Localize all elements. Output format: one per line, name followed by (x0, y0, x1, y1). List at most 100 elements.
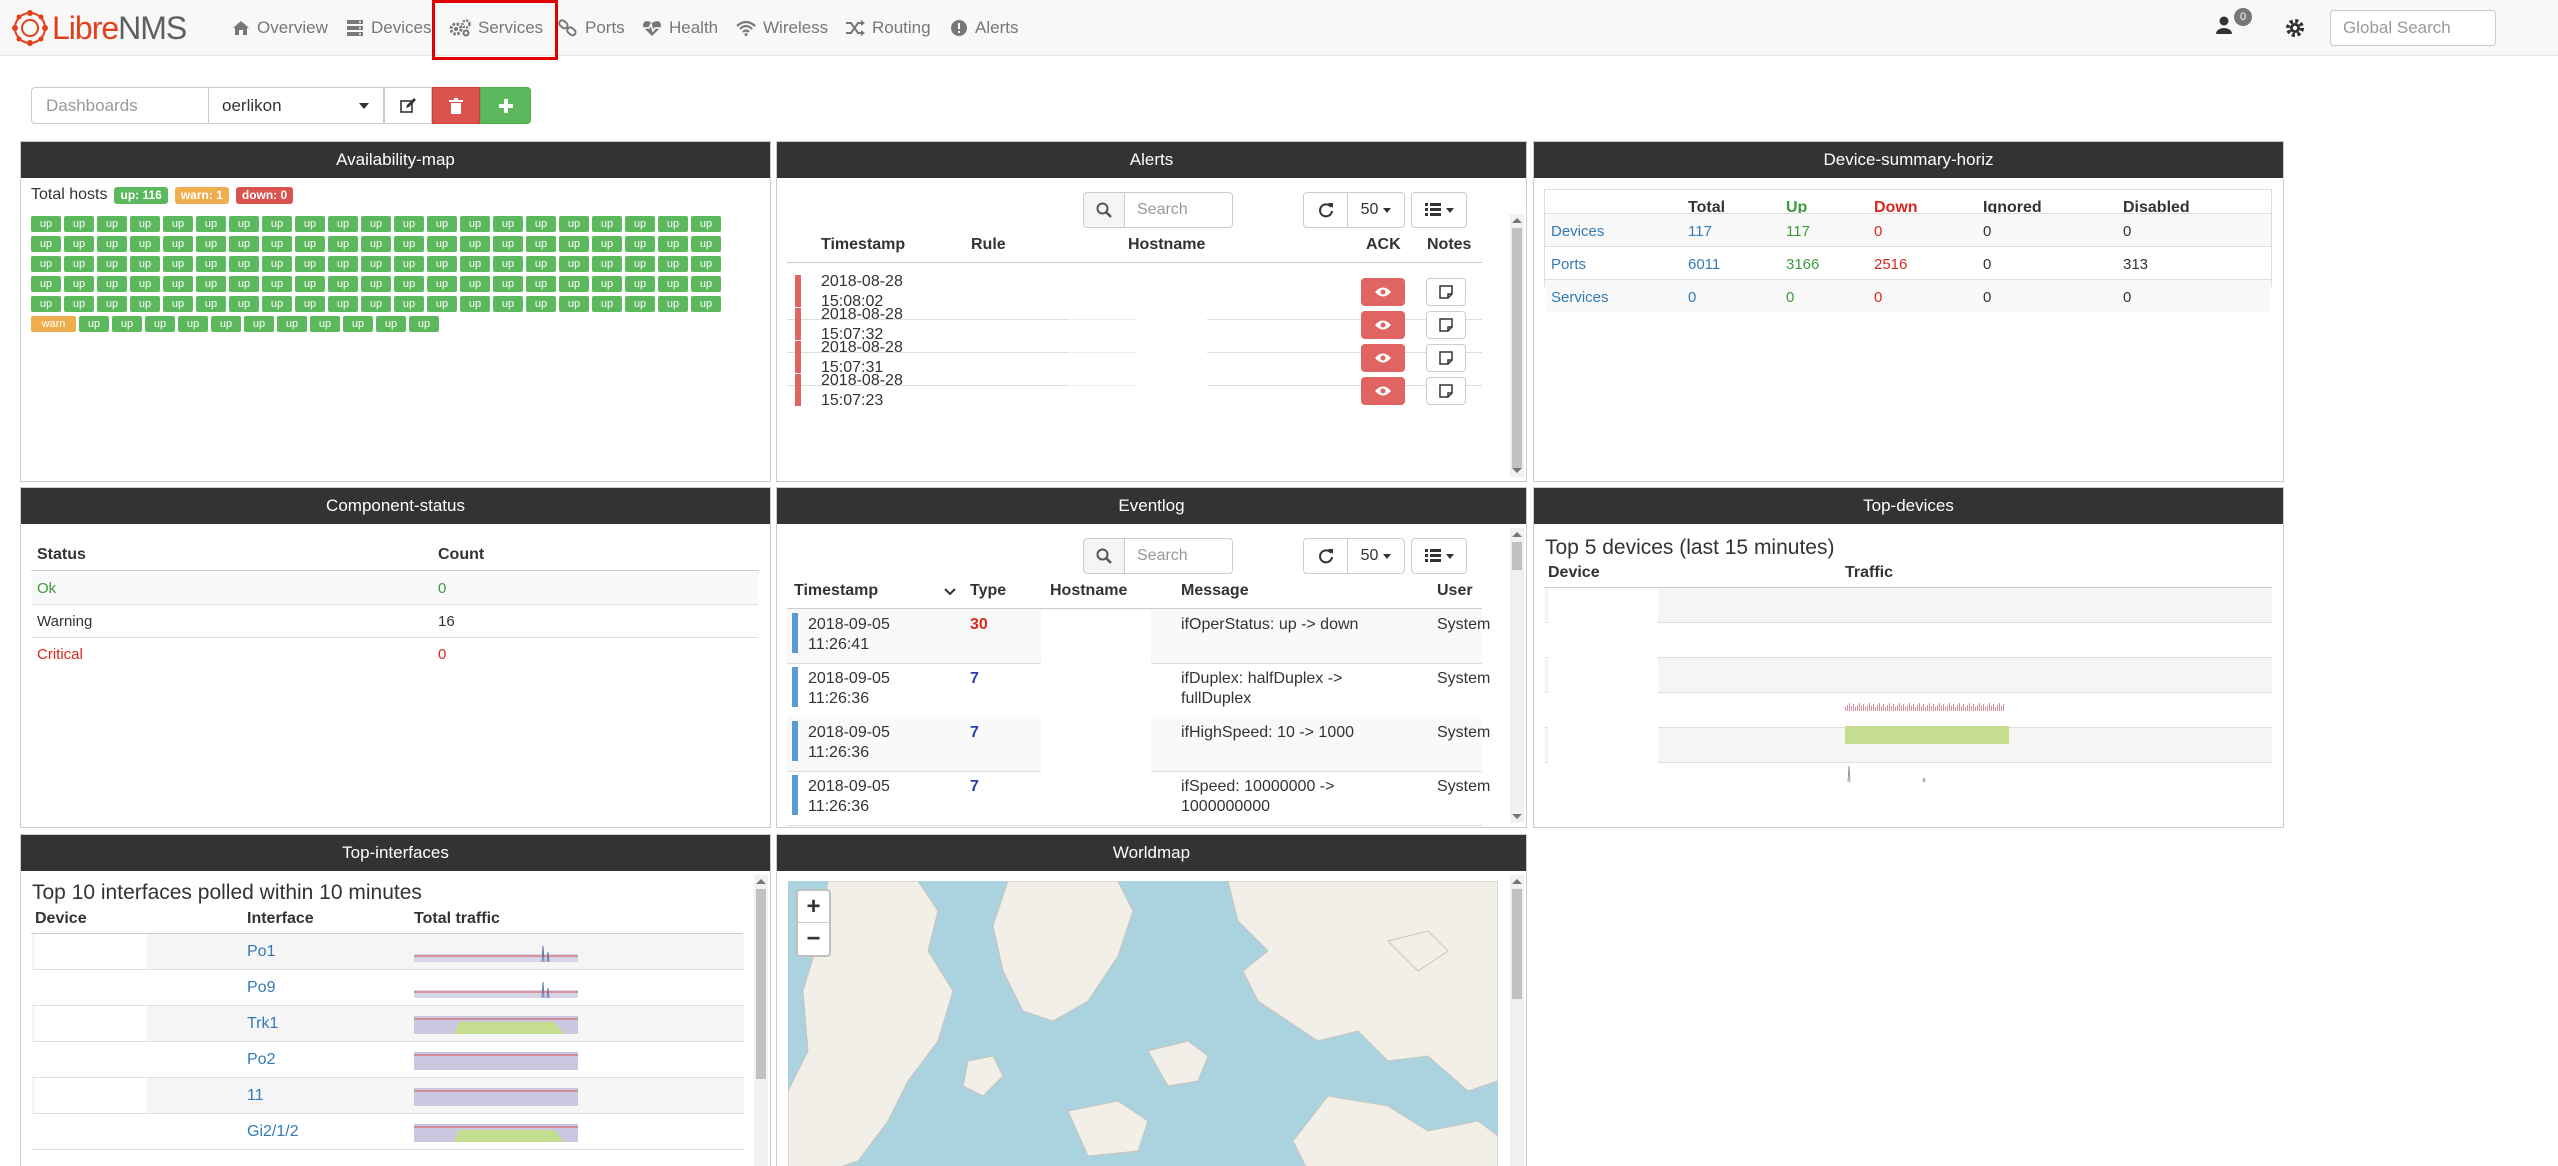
device-tile-up[interactable]: up (460, 296, 490, 312)
device-tile-up[interactable]: up (97, 276, 127, 292)
col-user[interactable]: User (1437, 582, 1473, 599)
widget-title[interactable]: Eventlog (777, 488, 1526, 524)
device-cell[interactable] (35, 1006, 147, 1041)
device-tile-up[interactable]: up (526, 236, 556, 252)
device-cell[interactable] (35, 970, 147, 1005)
device-tile-up[interactable]: up (343, 316, 373, 332)
page-size-select[interactable]: 50 (1347, 192, 1405, 228)
device-tile-up[interactable]: up (229, 256, 259, 272)
col-timestamp[interactable]: Timestamp (821, 236, 906, 253)
device-tile-up[interactable]: up (130, 216, 160, 232)
device-tile-up[interactable]: up (295, 256, 325, 272)
device-tile-up[interactable]: up (262, 236, 292, 252)
event-type[interactable]: 7 (970, 670, 979, 687)
nav-routing[interactable]: Routing (845, 0, 931, 56)
device-tile-up[interactable]: up (526, 216, 556, 232)
interface-traffic-graph[interactable] (414, 1012, 578, 1036)
summary-row-devices[interactable]: Devices (1551, 223, 1605, 240)
device-tile-up[interactable]: up (658, 216, 688, 232)
device-tile-up[interactable]: up (625, 276, 655, 292)
device-tile-up[interactable]: up (394, 276, 424, 292)
interface-link[interactable]: Gi2/1/2 (247, 1123, 299, 1140)
device-tile-up[interactable]: up (460, 276, 490, 292)
device-tile-up[interactable]: up (427, 296, 457, 312)
device-tile-up[interactable]: up (163, 216, 193, 232)
col-type[interactable]: Type (970, 582, 1007, 599)
device-tile-up[interactable]: up (262, 216, 292, 232)
device-tile-up[interactable]: up (211, 316, 241, 332)
interface-link[interactable]: 11 (247, 1087, 264, 1104)
device-tile-up[interactable]: up (163, 296, 193, 312)
device-tile-up[interactable]: up (163, 236, 193, 252)
top-interfaces-scrollbar[interactable] (754, 875, 768, 1166)
worldmap-scrollbar[interactable] (1510, 875, 1524, 1166)
nav-alerts[interactable]: Alerts (950, 0, 1018, 56)
device-tile-up[interactable]: up (592, 276, 622, 292)
global-search-input[interactable] (2330, 10, 2496, 46)
add-dashboard-button[interactable] (480, 87, 531, 124)
device-cell[interactable] (1548, 588, 1658, 623)
device-cell[interactable] (35, 934, 147, 969)
device-tile-up[interactable]: up (361, 256, 391, 272)
refresh-button[interactable] (1303, 538, 1348, 574)
device-tile-up[interactable]: up (328, 296, 358, 312)
interface-link[interactable]: Po1 (247, 943, 276, 960)
device-tile-up[interactable]: up (427, 276, 457, 292)
device-cell[interactable] (1548, 728, 1658, 763)
device-cell[interactable] (1548, 693, 1658, 728)
device-tile-up[interactable]: up (592, 236, 622, 252)
device-tile-up[interactable]: up (559, 216, 589, 232)
device-tile-up[interactable]: up (427, 256, 457, 272)
device-tile-up[interactable]: up (361, 296, 391, 312)
zoom-out-button[interactable]: − (806, 925, 821, 952)
device-cell[interactable] (35, 1114, 147, 1149)
summary-total-value[interactable]: 0 (1688, 289, 1697, 306)
summary-row-ports[interactable]: Ports (1551, 256, 1587, 273)
device-cell[interactable] (35, 1042, 147, 1077)
interface-traffic-graph[interactable] (414, 1120, 578, 1144)
device-tile-up[interactable]: up (262, 296, 292, 312)
edit-dashboard-button[interactable] (384, 87, 432, 124)
device-tile-up[interactable]: up (361, 276, 391, 292)
device-tile-up[interactable]: up (625, 256, 655, 272)
device-tile-up[interactable]: up (295, 276, 325, 292)
alerts-scrollbar[interactable] (1510, 214, 1524, 477)
ack-alert-button[interactable] (1361, 311, 1405, 339)
device-tile-up[interactable]: up (691, 216, 721, 232)
device-tile-up[interactable]: up (559, 296, 589, 312)
device-tile-up[interactable]: up (592, 216, 622, 232)
traffic-graph[interactable] (1845, 687, 2015, 713)
device-cell[interactable] (1548, 623, 1658, 658)
ack-alert-button[interactable] (1361, 278, 1405, 306)
widget-title[interactable]: Top-devices (1534, 488, 2283, 524)
device-tile-up[interactable]: up (229, 296, 259, 312)
col-rule[interactable]: Rule (971, 236, 1006, 253)
device-tile-up[interactable]: up (130, 296, 160, 312)
device-tile-up[interactable]: up (394, 256, 424, 272)
nav-health[interactable]: Health (642, 0, 718, 56)
eventlog-search-input[interactable]: Search (1125, 538, 1233, 574)
nav-ports[interactable]: Ports (558, 0, 625, 56)
device-tile-up[interactable]: up (658, 236, 688, 252)
traffic-graph[interactable] (1845, 720, 2015, 746)
device-tile-up[interactable]: up (361, 216, 391, 232)
refresh-button[interactable] (1303, 192, 1348, 228)
interface-link[interactable]: Po9 (247, 979, 276, 996)
col-hostname[interactable]: Hostname (1128, 236, 1206, 253)
scroll-thumb[interactable] (1512, 542, 1522, 570)
device-tile-up[interactable]: up (376, 316, 406, 332)
device-tile-up[interactable]: up (493, 236, 523, 252)
device-tile-up[interactable]: up (145, 316, 175, 332)
interface-link[interactable]: Trk1 (247, 1015, 279, 1032)
device-tile-up[interactable]: up (691, 256, 721, 272)
device-tile-up[interactable]: up (592, 256, 622, 272)
user-menu[interactable] (2216, 14, 2232, 36)
delete-dashboard-button[interactable] (432, 87, 480, 124)
col-message[interactable]: Message (1181, 582, 1249, 599)
device-tile-up[interactable]: up (295, 296, 325, 312)
scroll-up-arrow[interactable] (1512, 879, 1522, 884)
device-tile-up[interactable]: up (625, 296, 655, 312)
device-tile-up[interactable]: up (31, 276, 61, 292)
device-tile-up[interactable]: up (64, 296, 94, 312)
col-hostname[interactable]: Hostname (1050, 582, 1128, 599)
